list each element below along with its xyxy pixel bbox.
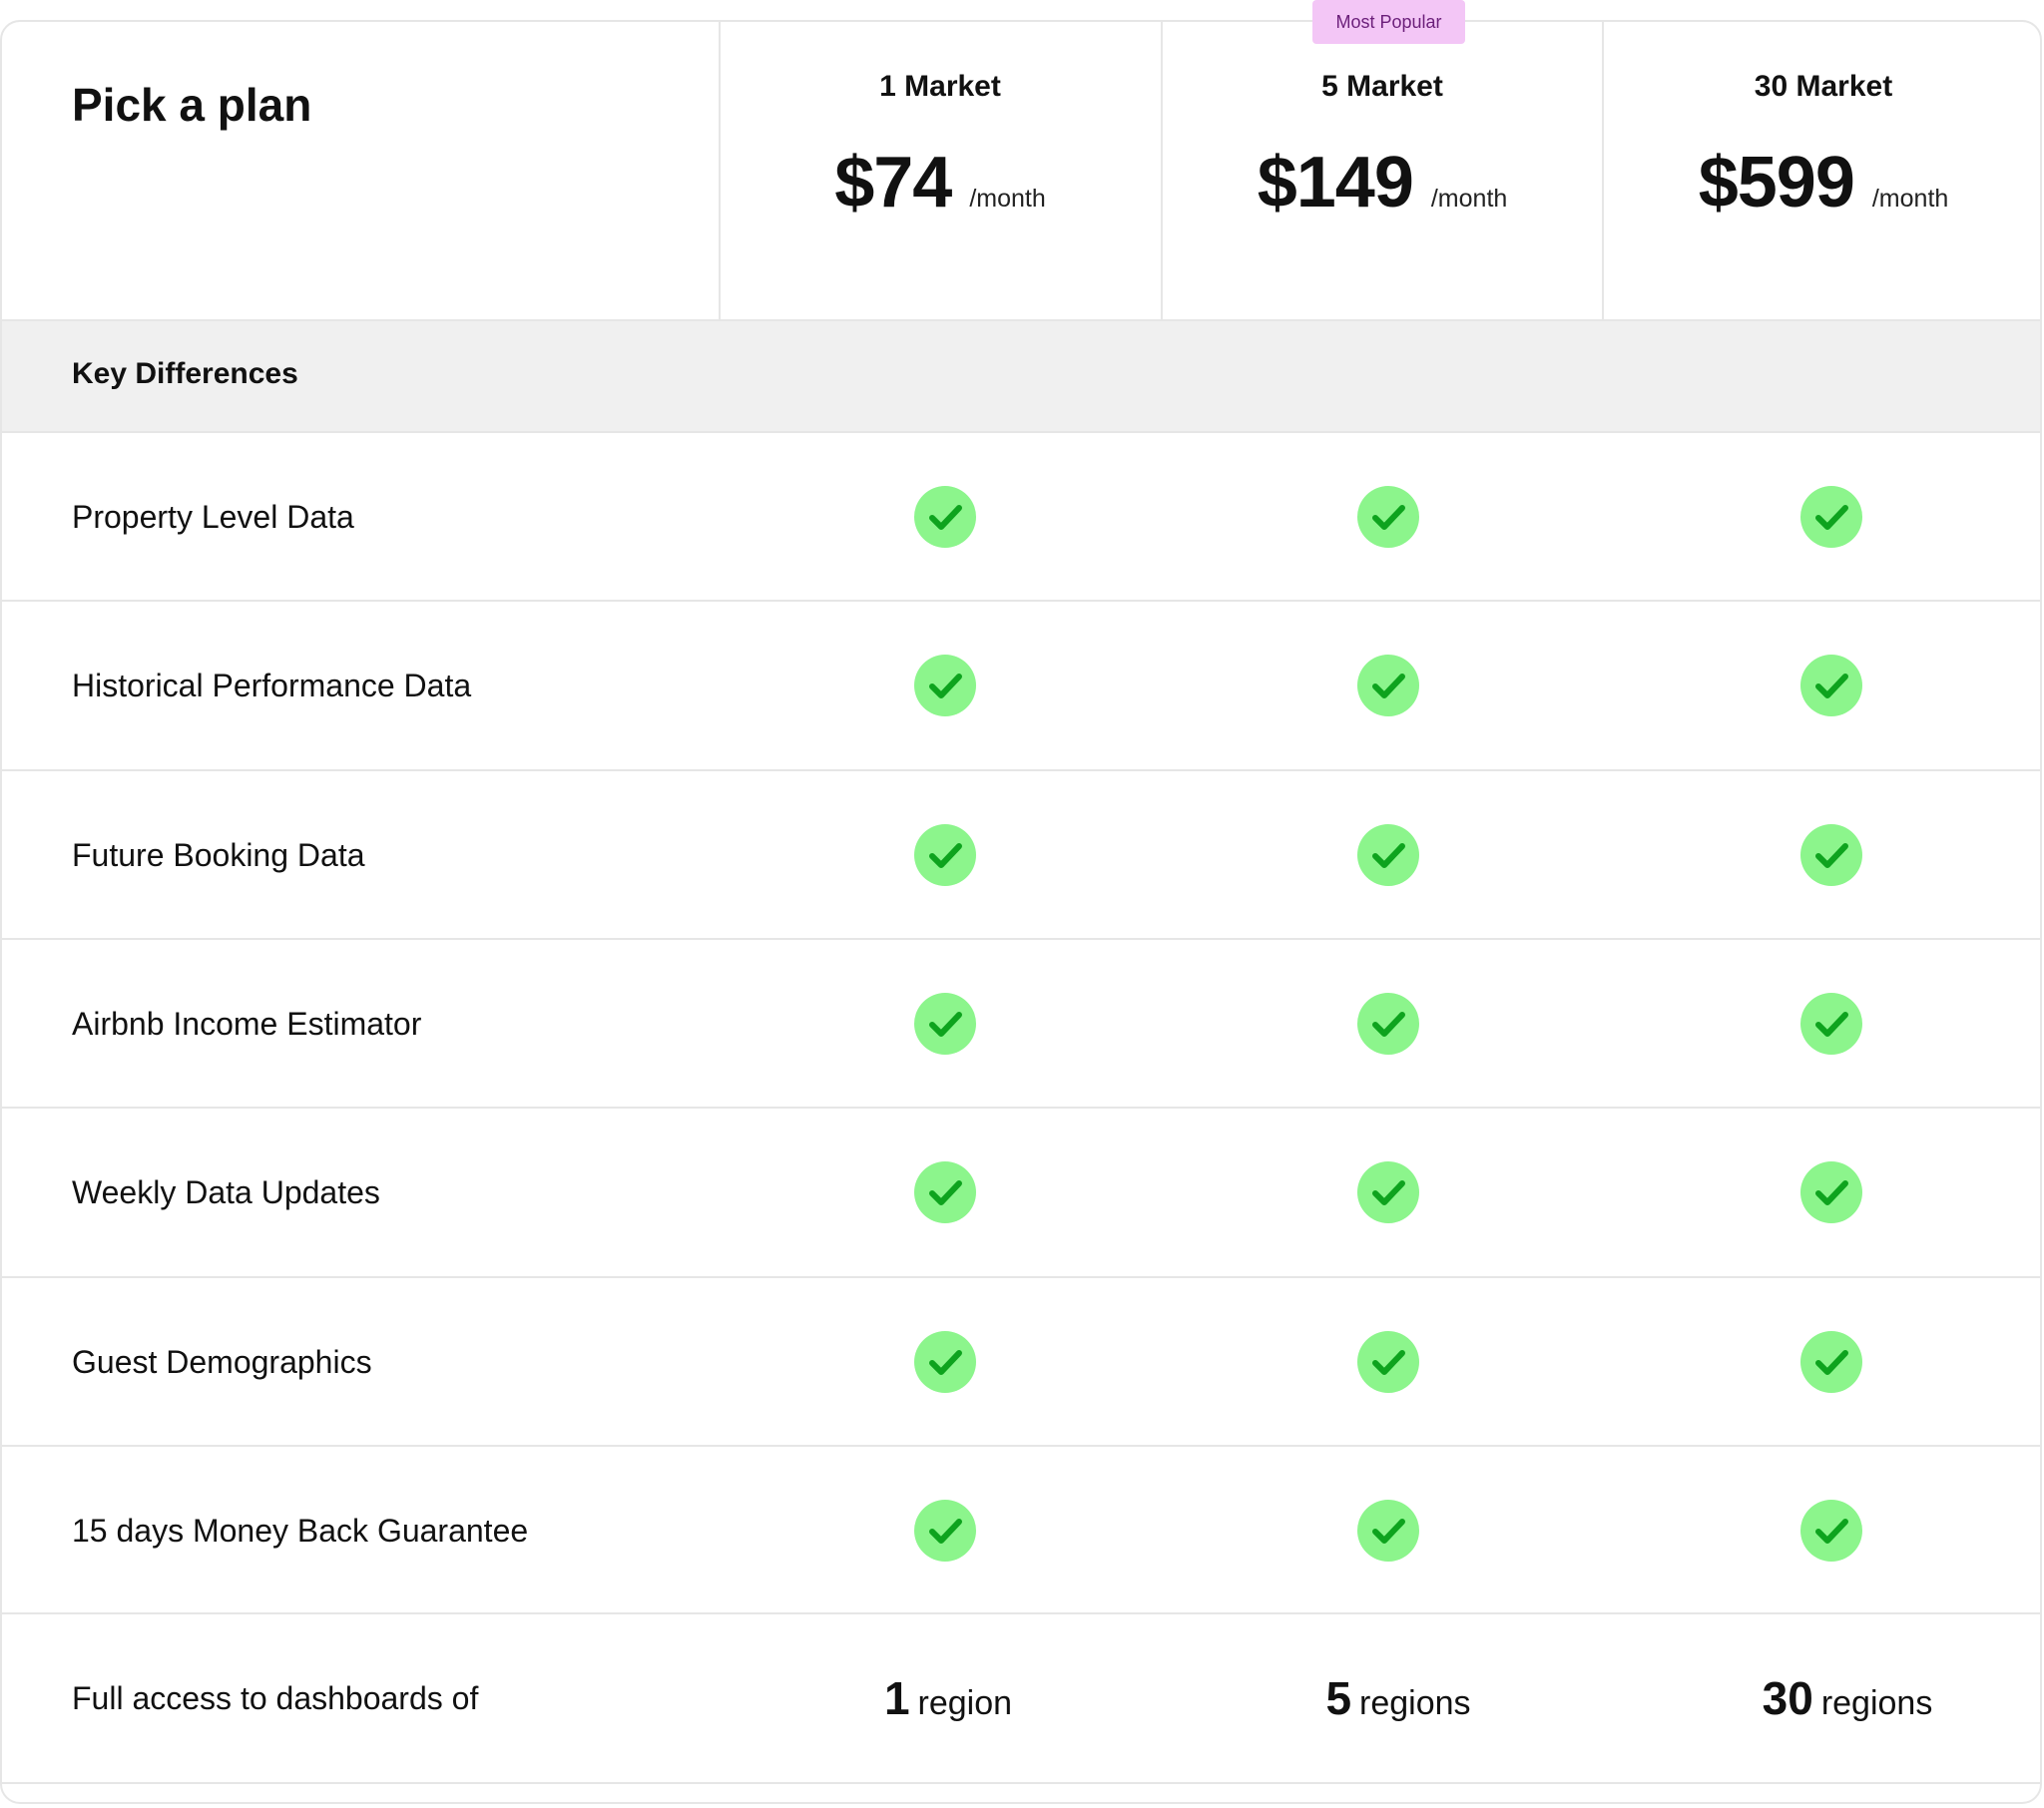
region-count: 30 [1762,1672,1813,1724]
plan-name: 5 Market [1321,70,1443,103]
feature-label: Airbnb Income Estimator [72,1006,422,1042]
row-divider [0,1445,2042,1447]
most-popular-badge: Most Popular [1312,0,1465,44]
check-circle-icon [914,993,976,1055]
region-value-30-market: 30 regions [1627,1614,2044,1783]
check-circle-icon [1800,1500,1862,1562]
check-circle-icon [1357,486,1419,548]
row-divider [0,1107,2042,1109]
check-circle-icon [914,486,976,548]
check-circle-icon [1357,824,1419,886]
plan-name: 30 Market [1754,70,1893,103]
feature-row: 15 days Money Back Guarantee [0,1447,2042,1615]
check-circle-icon [1357,1331,1419,1393]
price-amount: $149 [1257,143,1414,223]
plan-price: $74 /month [720,142,1161,224]
price-period: /month [969,185,1046,213]
check-circle-icon [914,1500,976,1562]
column-divider [1161,20,1163,321]
region-count: 1 [883,1672,910,1724]
check-circle-icon [1800,824,1862,886]
column-divider [719,20,721,321]
feature-label: 15 days Money Back Guarantee [72,1513,529,1549]
check-circle-icon [914,655,976,716]
price-period: /month [1430,185,1508,213]
check-circle-icon [914,824,976,886]
price-amount: $74 [834,143,952,223]
price-amount: $599 [1698,143,1855,223]
row-divider [0,1782,2042,1784]
region-unit: regions [1820,1684,1933,1722]
region-count: 5 [1325,1672,1352,1724]
feature-label: Historical Performance Data [72,668,472,703]
feature-row: Weekly Data Updates [0,1109,2042,1277]
feature-row: Future Booking Data [0,771,2042,940]
check-circle-icon [1800,655,1862,716]
row-divider [0,769,2042,771]
plan-price: $149 /month [1162,142,1603,224]
section-label: Key Differences [72,357,298,390]
plan-5-market[interactable]: 5 Market $149 /month [1162,20,1603,321]
feature-label: Weekly Data Updates [72,1174,380,1210]
region-value-1-market: 1 region [728,1614,1169,1783]
check-circle-icon [1357,1161,1419,1223]
row-divider [0,938,2042,940]
feature-row: Historical Performance Data [0,602,2042,770]
feature-label: Full access to dashboards of [72,1680,479,1716]
feature-row: Property Level Data [0,433,2042,602]
feature-label: Future Booking Data [72,837,365,873]
pricing-table [0,20,2042,1804]
feature-row: Guest Demographics [0,1278,2042,1447]
row-divider [0,319,2042,321]
check-circle-icon [1800,1161,1862,1223]
check-circle-icon [1357,993,1419,1055]
price-period: /month [1871,185,1949,213]
plan-30-market[interactable]: 30 Market $599 /month [1603,20,2044,321]
check-circle-icon [914,1161,976,1223]
plan-name: 1 Market [879,70,1001,103]
check-circle-icon [1800,1331,1862,1393]
feature-label: Guest Demographics [72,1344,372,1380]
check-circle-icon [1357,1500,1419,1562]
plan-price: $599 /month [1603,142,2044,224]
section-header: Key Differences [2,321,2040,431]
feature-label: Property Level Data [72,499,354,535]
region-unit: region [917,1684,1013,1722]
region-unit: regions [1359,1684,1471,1722]
row-divider [0,431,2042,433]
row-divider [0,600,2042,602]
feature-row: Airbnb Income Estimator [0,940,2042,1109]
check-circle-icon [1800,486,1862,548]
region-value-5-market: 5 regions [1178,1614,1619,1783]
check-circle-icon [1357,655,1419,716]
page-title: Pick a plan [72,79,312,131]
plan-1-market[interactable]: 1 Market $74 /month [720,20,1161,321]
row-divider [0,1612,2042,1614]
check-circle-icon [1800,993,1862,1055]
regions-row: Full access to dashboards of 1 region 5 re… [0,1614,2042,1783]
check-circle-icon [914,1331,976,1393]
column-divider [1602,20,1604,321]
row-divider [0,1276,2042,1278]
